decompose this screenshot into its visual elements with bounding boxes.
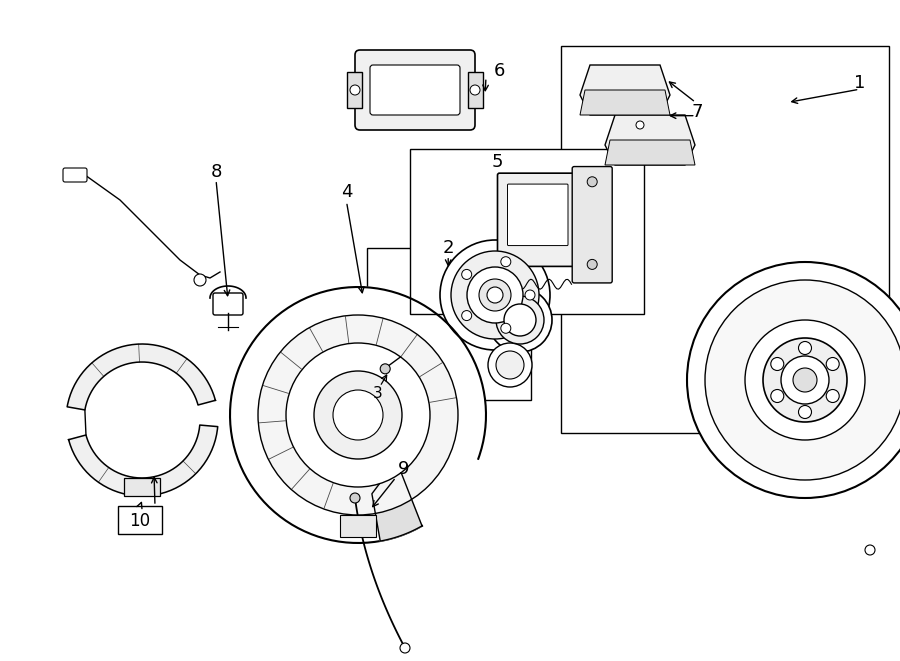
Circle shape	[467, 267, 523, 323]
Bar	[124, 478, 160, 496]
Circle shape	[636, 121, 644, 129]
FancyBboxPatch shape	[63, 168, 87, 182]
Bar	[468, 72, 483, 108]
Circle shape	[470, 85, 480, 95]
Circle shape	[865, 545, 875, 555]
Text: 10: 10	[130, 512, 150, 530]
Circle shape	[487, 287, 503, 303]
Polygon shape	[372, 461, 422, 541]
Text: 9: 9	[398, 460, 409, 479]
Text: 4: 4	[341, 182, 352, 201]
Circle shape	[488, 343, 532, 387]
Circle shape	[333, 390, 383, 440]
Polygon shape	[68, 425, 218, 496]
Text: 6: 6	[494, 61, 505, 80]
Bar	[340, 515, 376, 537]
Circle shape	[705, 280, 900, 480]
Circle shape	[798, 342, 812, 354]
Circle shape	[587, 176, 598, 187]
Circle shape	[745, 320, 865, 440]
Text: 5: 5	[492, 153, 503, 171]
Circle shape	[400, 643, 410, 653]
Bar	[347, 72, 362, 108]
Circle shape	[770, 358, 784, 371]
Circle shape	[763, 338, 847, 422]
Bar	[367, 248, 531, 400]
Circle shape	[826, 389, 839, 403]
Circle shape	[350, 493, 360, 503]
Polygon shape	[605, 115, 695, 165]
Circle shape	[451, 251, 539, 339]
Bar	[561, 46, 889, 433]
Circle shape	[587, 259, 598, 270]
Polygon shape	[68, 344, 215, 410]
Circle shape	[479, 279, 511, 311]
FancyBboxPatch shape	[572, 167, 612, 283]
Circle shape	[500, 323, 511, 333]
Polygon shape	[580, 90, 670, 115]
FancyBboxPatch shape	[498, 173, 578, 266]
Circle shape	[488, 288, 552, 352]
Circle shape	[314, 371, 402, 459]
Text: 2: 2	[443, 239, 454, 257]
FancyBboxPatch shape	[355, 50, 475, 130]
Circle shape	[687, 262, 900, 498]
Text: 7: 7	[692, 103, 703, 122]
Bar	[118, 506, 162, 534]
Polygon shape	[580, 65, 670, 115]
Circle shape	[286, 343, 430, 487]
Circle shape	[194, 274, 206, 286]
Circle shape	[770, 389, 784, 403]
Circle shape	[380, 364, 391, 374]
FancyBboxPatch shape	[508, 184, 568, 246]
Circle shape	[440, 240, 550, 350]
Text: 3: 3	[374, 386, 382, 401]
Circle shape	[496, 351, 524, 379]
Circle shape	[258, 315, 458, 515]
Bar	[410, 149, 644, 314]
Circle shape	[504, 304, 536, 336]
FancyBboxPatch shape	[370, 65, 460, 115]
Circle shape	[500, 256, 511, 266]
Polygon shape	[230, 287, 486, 543]
Circle shape	[798, 405, 812, 418]
Circle shape	[496, 296, 544, 344]
Polygon shape	[605, 140, 695, 165]
Text: 8: 8	[211, 163, 221, 181]
Circle shape	[781, 356, 829, 404]
Circle shape	[525, 290, 535, 300]
Circle shape	[462, 311, 472, 321]
Text: 1: 1	[854, 73, 865, 92]
Circle shape	[793, 368, 817, 392]
Circle shape	[826, 358, 839, 371]
Circle shape	[350, 85, 360, 95]
Circle shape	[462, 270, 472, 280]
FancyBboxPatch shape	[213, 293, 243, 315]
